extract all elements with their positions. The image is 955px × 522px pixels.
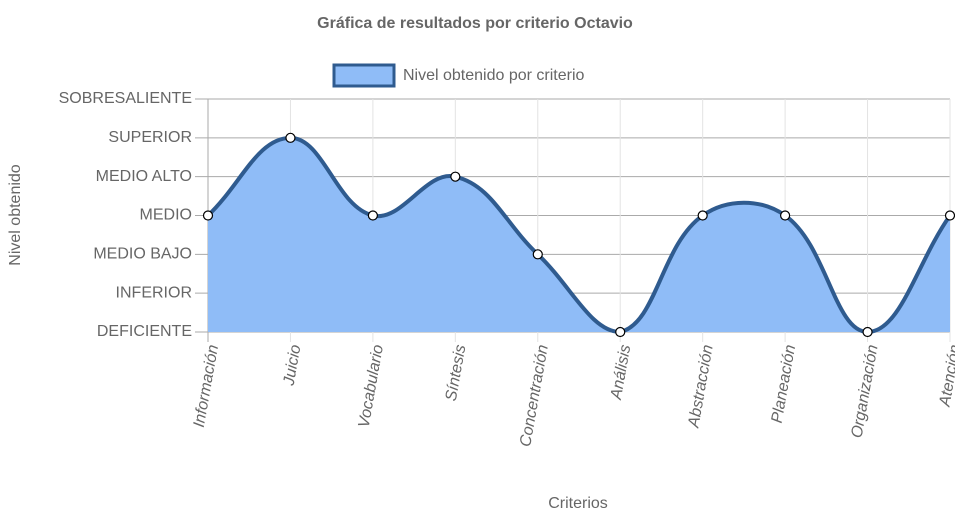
point [285,132,296,143]
y-tick-label: SOBRESALIENTE [59,90,192,107]
x-tick-label: Análisis [608,343,635,401]
y-tick-label: MEDIO ALTO [96,168,192,185]
point [367,210,378,221]
point [780,210,791,221]
point [862,326,873,338]
y-tick-label: INFERIOR [116,284,192,301]
x-tick-label: Vocabulario [356,343,387,429]
x-tick-label: Atención [936,343,955,408]
y-tick-label: DEFICIENTE [97,323,192,340]
x-tick-label: Organización [849,343,882,439]
x-tick-label: Juicio [281,343,305,387]
y-tick-label: MEDIO BAJO [93,246,192,263]
area-fill [208,137,950,332]
point [202,210,214,221]
y-axis-label: Nivel obtenido [7,164,24,266]
legend-swatch [332,63,396,88]
point [532,249,543,260]
line [206,135,952,335]
point [450,171,461,182]
x-axis-label: Criterios [548,495,608,512]
y-tick-label: MEDIO [140,207,192,224]
point [697,210,708,221]
point [615,326,626,338]
x-tick-label: Abstracción [685,343,716,429]
y-tick-label: SUPERIOR [108,129,192,146]
point [944,210,955,221]
legend-label: Nivel obtenido por criterio [403,67,585,84]
x-tick-label: Planeación [769,343,800,424]
x-tick-label: Concentración [517,343,552,448]
chart-title: Gráfica de resultados por criterio Octav… [317,15,633,32]
x-tick-label: Información [191,343,222,428]
x-tick-label: Síntesis [443,343,470,402]
